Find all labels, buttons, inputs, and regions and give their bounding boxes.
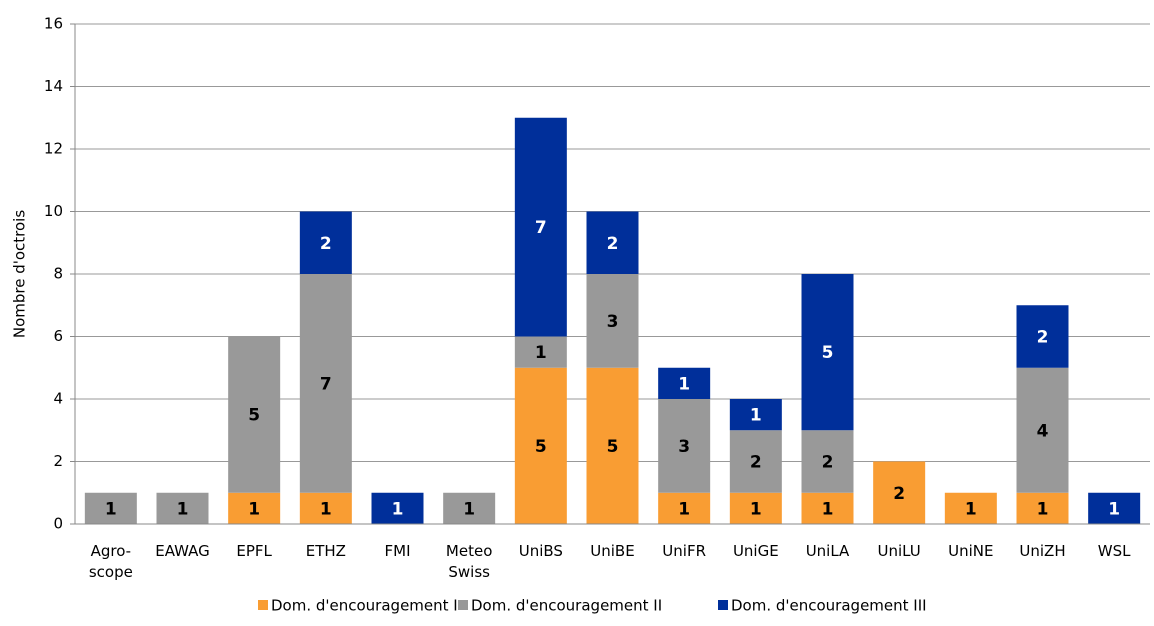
bar-segment bbox=[658, 367, 711, 399]
value-label: 1 bbox=[1037, 499, 1049, 519]
value-label: 4 bbox=[1037, 421, 1049, 441]
bar-segment bbox=[1016, 305, 1069, 368]
value-label: 1 bbox=[177, 499, 189, 519]
bar-segment bbox=[729, 430, 782, 493]
bar-segment bbox=[514, 367, 567, 524]
value-label: 1 bbox=[105, 499, 117, 519]
value-label: 5 bbox=[248, 406, 260, 426]
value-label: 1 bbox=[535, 343, 547, 363]
value-label: 2 bbox=[822, 453, 834, 473]
value-label: 1 bbox=[1108, 499, 1120, 519]
value-label: 1 bbox=[750, 499, 762, 519]
value-label: 1 bbox=[822, 499, 834, 519]
x-tick-label: UniFR bbox=[662, 542, 706, 560]
value-label: 2 bbox=[1037, 328, 1049, 348]
y-tick-label: 6 bbox=[53, 327, 63, 345]
bar-segment bbox=[729, 399, 782, 431]
bar-segment bbox=[658, 399, 711, 493]
bar-segment bbox=[801, 492, 854, 524]
bar-segment bbox=[299, 492, 352, 524]
bar-segment bbox=[299, 274, 352, 493]
y-tick-label: 4 bbox=[53, 390, 63, 408]
bar-segment bbox=[873, 461, 926, 524]
value-label: 2 bbox=[607, 234, 619, 254]
legend-label: Dom. d'encouragement I bbox=[271, 597, 458, 615]
bar-segment bbox=[514, 336, 567, 368]
y-tick-label: 0 bbox=[53, 515, 63, 533]
value-label: 3 bbox=[678, 437, 690, 457]
y-tick-label: 12 bbox=[44, 140, 63, 158]
bar-segment bbox=[1016, 492, 1069, 524]
x-tick-label: ETHZ bbox=[306, 542, 346, 560]
x-tick-label: UniBS bbox=[519, 542, 563, 560]
bar-segment bbox=[1088, 492, 1141, 524]
x-tick-label: WSL bbox=[1098, 542, 1131, 560]
bar-segment bbox=[84, 492, 137, 524]
legend-swatch bbox=[258, 600, 268, 610]
value-label: 2 bbox=[320, 234, 332, 254]
legend-label: Dom. d'encouragement II bbox=[471, 597, 662, 615]
y-tick-label: 2 bbox=[53, 452, 63, 470]
value-label: 2 bbox=[750, 453, 762, 473]
value-label: 1 bbox=[965, 499, 977, 519]
value-label: 1 bbox=[678, 499, 690, 519]
bar-segment bbox=[514, 117, 567, 337]
legend-swatch bbox=[458, 600, 468, 610]
value-label: 3 bbox=[607, 312, 619, 332]
bar-segment bbox=[371, 492, 424, 524]
bar-segment bbox=[801, 430, 854, 493]
y-axis-label: Nombre d'octrois bbox=[11, 210, 29, 338]
value-label: 1 bbox=[392, 499, 404, 519]
bar-segment bbox=[299, 211, 352, 274]
bar-segment bbox=[156, 492, 209, 524]
bar-segment bbox=[801, 274, 854, 431]
x-tick-label: Meteo Swiss bbox=[446, 542, 492, 581]
legend-swatch bbox=[718, 600, 728, 610]
bar-segment bbox=[228, 336, 281, 493]
x-tick-label: Agro-scope bbox=[89, 542, 133, 581]
y-tick-label: 8 bbox=[53, 265, 63, 283]
x-tick-label: UniBE bbox=[590, 542, 634, 560]
bar-segment bbox=[658, 492, 711, 524]
y-tick-label: 16 bbox=[44, 15, 63, 33]
x-tick-label: UniZH bbox=[1019, 542, 1065, 560]
x-tick-label: UniGE bbox=[733, 542, 779, 560]
bar-segment bbox=[1016, 367, 1069, 493]
bar-segment bbox=[944, 492, 997, 524]
value-label: 5 bbox=[535, 437, 547, 457]
value-label: 1 bbox=[320, 499, 332, 519]
y-tick-label: 10 bbox=[44, 202, 63, 220]
bar-segment bbox=[443, 492, 496, 524]
bar-segment bbox=[586, 274, 639, 368]
value-label: 1 bbox=[678, 374, 690, 394]
bar-segment bbox=[586, 367, 639, 524]
bar-segment bbox=[586, 211, 639, 274]
bar-segment bbox=[228, 492, 281, 524]
x-tick-label: UniLA bbox=[806, 542, 850, 560]
x-tick-label: EPFL bbox=[236, 542, 272, 560]
legend-label: Dom. d'encouragement III bbox=[731, 597, 927, 615]
value-label: 1 bbox=[463, 499, 475, 519]
value-label: 5 bbox=[822, 343, 834, 363]
value-label: 1 bbox=[248, 499, 260, 519]
x-tick-label: UniLU bbox=[878, 542, 921, 560]
value-label: 7 bbox=[535, 218, 547, 238]
value-label: 5 bbox=[607, 437, 619, 457]
x-tick-label: UniNE bbox=[948, 542, 993, 560]
value-label: 2 bbox=[893, 484, 905, 504]
bar-segment bbox=[729, 492, 782, 524]
y-tick-label: 14 bbox=[44, 77, 63, 95]
value-label: 1 bbox=[750, 406, 762, 426]
value-label: 7 bbox=[320, 374, 332, 394]
x-tick-label: FMI bbox=[385, 542, 411, 560]
x-tick-label: EAWAG bbox=[155, 542, 210, 560]
